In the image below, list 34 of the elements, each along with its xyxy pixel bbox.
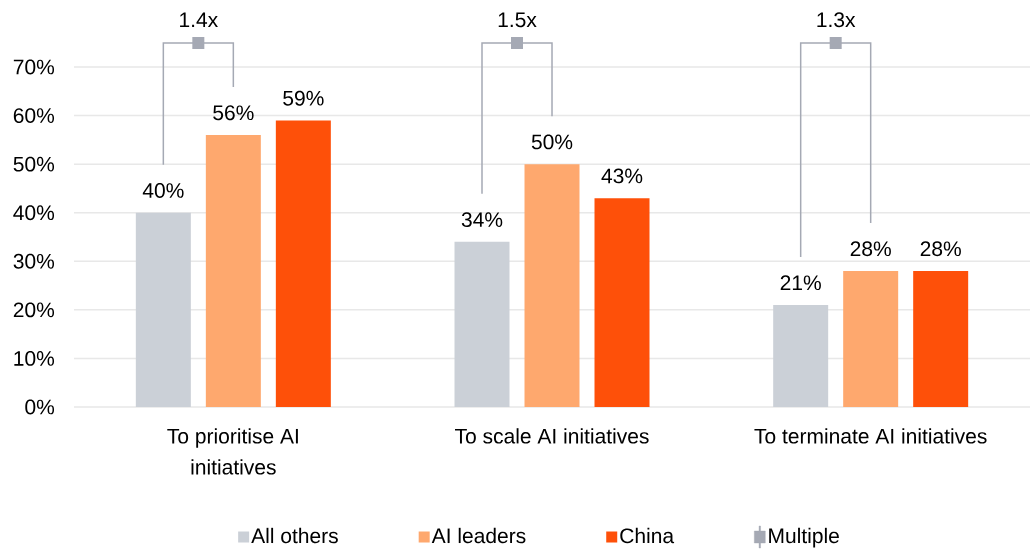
- data-label: 34%: [461, 212, 503, 228]
- bar: [913, 271, 969, 407]
- text: 1.4x: [180, 12, 218, 27]
- data-label: 59%: [283, 90, 324, 106]
- legend-label: AI leaders: [431, 527, 526, 544]
- data-label: 40%: [142, 183, 184, 198]
- legend-label: China: [620, 527, 675, 544]
- x-tick-label: To scale AI initiatives: [455, 428, 649, 444]
- text: 1.3x: [817, 12, 856, 28]
- bar: [275, 120, 331, 407]
- text: Multiple: [769, 527, 839, 548]
- y-tick-label: 70%: [13, 59, 55, 75]
- bar: [843, 271, 899, 407]
- data-label: 50%: [531, 134, 573, 150]
- x-tick-label: To prioritise AI initiatives: [167, 428, 298, 475]
- y-tick-label: 0%: [25, 399, 55, 415]
- text: 1.5x: [498, 12, 537, 28]
- y-tick-label: 30%: [13, 253, 55, 269]
- bar: [773, 305, 829, 407]
- x-tick-label: To terminate AI initiatives: [754, 428, 987, 444]
- bar: [594, 198, 650, 407]
- bar: [135, 212, 191, 407]
- y-tick-label: 10%: [14, 351, 55, 366]
- y-tick-label: 60%: [13, 108, 55, 123]
- data-label: 21%: [780, 275, 821, 291]
- bar: [454, 241, 510, 407]
- legend-label: All others: [251, 527, 338, 544]
- data-label: 28%: [850, 241, 891, 257]
- y-tick-label: 40%: [13, 205, 55, 221]
- data-label: 28%: [920, 241, 961, 257]
- data-label: 43%: [601, 168, 643, 184]
- data-label: 56%: [213, 105, 254, 121]
- y-tick-label: 20%: [13, 302, 55, 318]
- y-tick-label: 50%: [13, 156, 55, 172]
